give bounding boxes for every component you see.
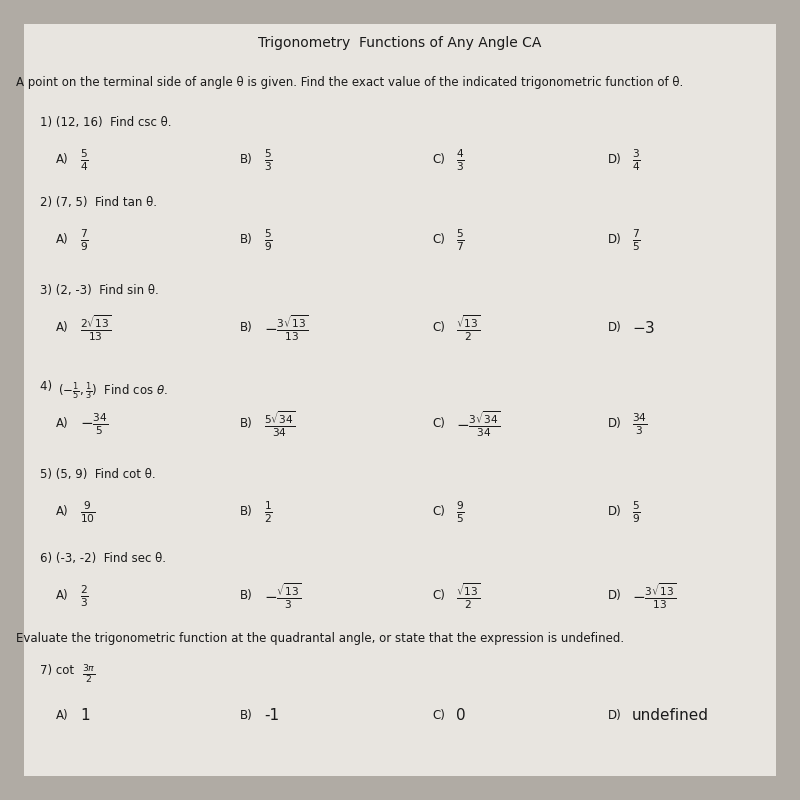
Text: $\frac{9}{10}$: $\frac{9}{10}$ [80, 499, 95, 525]
Text: D): D) [608, 322, 622, 334]
Text: 5) (5, 9)  Find cot θ.: 5) (5, 9) Find cot θ. [40, 468, 156, 481]
Text: $\frac{5}{4}$: $\frac{5}{4}$ [80, 147, 89, 173]
Text: $\frac{9}{5}$: $\frac{9}{5}$ [456, 499, 465, 525]
Text: B): B) [240, 710, 253, 722]
Text: 1) (12, 16)  Find csc θ.: 1) (12, 16) Find csc θ. [40, 116, 171, 129]
Text: $\frac{1}{2}$: $\frac{1}{2}$ [264, 499, 273, 525]
Text: $\frac{2}{3}$: $\frac{2}{3}$ [80, 583, 89, 609]
Text: 1: 1 [80, 709, 90, 723]
Text: $-3$: $-3$ [632, 320, 655, 336]
Text: $-\frac{3\sqrt{34}}{34}$: $-\frac{3\sqrt{34}}{34}$ [456, 409, 500, 439]
Text: $\frac{7}{5}$: $\frac{7}{5}$ [632, 227, 641, 253]
Text: $(-\frac{1}{5}, \frac{1}{3})$  Find cos $\theta$.: $(-\frac{1}{5}, \frac{1}{3})$ Find cos $… [58, 380, 168, 402]
Text: $\frac{5\sqrt{34}}{34}$: $\frac{5\sqrt{34}}{34}$ [264, 409, 296, 439]
Text: $-\frac{34}{5}$: $-\frac{34}{5}$ [80, 411, 108, 437]
Text: A): A) [56, 322, 69, 334]
Text: D): D) [608, 590, 622, 602]
Text: B): B) [240, 506, 253, 518]
Text: $-\frac{\sqrt{13}}{3}$: $-\frac{\sqrt{13}}{3}$ [264, 581, 302, 611]
Text: A): A) [56, 710, 69, 722]
Text: $\frac{5}{7}$: $\frac{5}{7}$ [456, 227, 465, 253]
Text: B): B) [240, 154, 253, 166]
Text: 3) (2, -3)  Find sin θ.: 3) (2, -3) Find sin θ. [40, 284, 158, 297]
Text: C): C) [432, 418, 445, 430]
Text: $\frac{3}{4}$: $\frac{3}{4}$ [632, 147, 641, 173]
Text: D): D) [608, 234, 622, 246]
Text: Trigonometry  Functions of Any Angle CA: Trigonometry Functions of Any Angle CA [258, 36, 542, 50]
Text: $-\frac{3\sqrt{13}}{13}$: $-\frac{3\sqrt{13}}{13}$ [264, 313, 308, 343]
Text: undefined: undefined [632, 709, 709, 723]
Text: 0: 0 [456, 709, 466, 723]
Text: $\frac{34}{3}$: $\frac{34}{3}$ [632, 411, 647, 437]
FancyBboxPatch shape [24, 24, 776, 776]
Text: $\frac{\sqrt{13}}{2}$: $\frac{\sqrt{13}}{2}$ [456, 313, 481, 343]
Text: A): A) [56, 154, 69, 166]
Text: B): B) [240, 234, 253, 246]
Text: 4): 4) [40, 380, 56, 393]
Text: $\frac{5}{9}$: $\frac{5}{9}$ [264, 227, 273, 253]
Text: C): C) [432, 506, 445, 518]
Text: $\frac{4}{3}$: $\frac{4}{3}$ [456, 147, 465, 173]
Text: 6) (-3, -2)  Find sec θ.: 6) (-3, -2) Find sec θ. [40, 552, 166, 565]
Text: $\frac{5}{9}$: $\frac{5}{9}$ [632, 499, 641, 525]
Text: $-\frac{3\sqrt{13}}{13}$: $-\frac{3\sqrt{13}}{13}$ [632, 581, 676, 611]
Text: D): D) [608, 710, 622, 722]
Text: A): A) [56, 590, 69, 602]
Text: C): C) [432, 590, 445, 602]
Text: D): D) [608, 154, 622, 166]
Text: B): B) [240, 590, 253, 602]
Text: C): C) [432, 234, 445, 246]
Text: D): D) [608, 418, 622, 430]
Text: 7) cot: 7) cot [40, 664, 74, 677]
Text: 2) (7, 5)  Find tan θ.: 2) (7, 5) Find tan θ. [40, 196, 157, 209]
Text: A): A) [56, 418, 69, 430]
Text: D): D) [608, 506, 622, 518]
Text: B): B) [240, 322, 253, 334]
Text: $\frac{5}{3}$: $\frac{5}{3}$ [264, 147, 273, 173]
Text: A point on the terminal side of angle θ is given. Find the exact value of the in: A point on the terminal side of angle θ … [16, 76, 683, 89]
Text: C): C) [432, 154, 445, 166]
Text: Evaluate the trigonometric function at the quadrantal angle, or state that the e: Evaluate the trigonometric function at t… [16, 632, 624, 645]
Text: C): C) [432, 710, 445, 722]
Text: B): B) [240, 418, 253, 430]
Text: $\frac{3\pi}{2}$: $\frac{3\pi}{2}$ [82, 664, 96, 686]
Text: -1: -1 [264, 709, 279, 723]
Text: $\frac{7}{9}$: $\frac{7}{9}$ [80, 227, 89, 253]
Text: A): A) [56, 234, 69, 246]
Text: $\frac{\sqrt{13}}{2}$: $\frac{\sqrt{13}}{2}$ [456, 581, 481, 611]
Text: A): A) [56, 506, 69, 518]
Text: $\frac{2\sqrt{13}}{13}$: $\frac{2\sqrt{13}}{13}$ [80, 313, 112, 343]
Text: C): C) [432, 322, 445, 334]
